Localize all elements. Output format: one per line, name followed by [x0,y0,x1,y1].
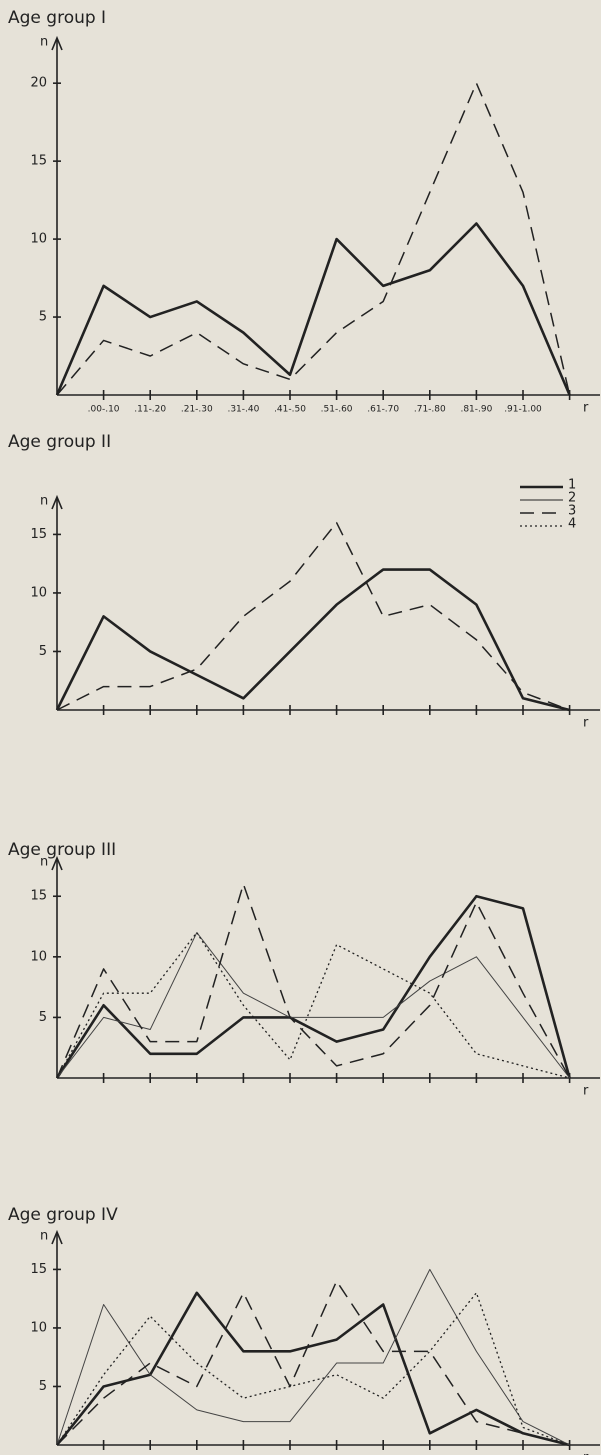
legend-label: 3 [568,504,576,519]
x-tick-label: .51-.60 [321,405,353,415]
y-tick-label: 15 [30,1262,47,1277]
series-line [55,1291,570,1447]
y-tick-label: 15 [30,154,47,169]
y-axis-arrow [51,35,63,51]
x-tick-label: .81-.90 [460,405,492,415]
chart-title: Age group II [8,432,111,452]
y-axis-arrow [51,855,63,871]
y-tick-label: 15 [30,527,47,542]
y-axis-label: n [40,35,48,50]
y-tick-label: 10 [30,1320,47,1335]
y-tick-label: 5 [39,1379,47,1394]
y-tick-label: 5 [39,644,47,659]
x-axis-label: r [583,1451,589,1455]
series-line [56,82,571,396]
y-axis-label: n [40,1229,48,1244]
series-line [55,568,570,712]
chart-title: Age group IV [8,1205,118,1225]
x-tick-label: .61-.70 [367,405,399,415]
x-tick-label: .21-.30 [181,405,213,415]
series-line [56,931,570,1079]
y-axis-arrow [51,494,63,510]
y-axis-arrow [51,1229,63,1245]
legend-label: 4 [568,517,576,532]
legend-label: 2 [568,491,576,506]
chart-title: Age group I [8,8,106,28]
y-axis-label: n [40,855,48,870]
x-tick-label: .41-.50 [274,405,306,415]
x-axis-label: r [583,401,589,416]
x-tick-label: .31-.40 [227,405,259,415]
x-tick-label: .11-.20 [134,405,166,415]
y-tick-label: 20 [30,76,47,91]
series-line [56,883,571,1079]
y-tick-label: 5 [39,1010,47,1025]
series-line [56,932,570,1079]
chart-title: Age group III [8,840,116,860]
y-tick-label: 10 [30,585,47,600]
y-tick-label: 10 [30,232,47,247]
y-tick-label: 15 [30,889,47,904]
series-line [55,894,571,1079]
x-axis-label: r [583,716,589,731]
series-line [56,1292,570,1446]
y-tick-label: 5 [39,310,47,325]
series-line [56,1280,570,1446]
x-tick-label: .00-.10 [88,405,120,415]
series-line [56,1268,570,1446]
series-line [55,222,571,396]
x-tick-label: .71-.80 [414,405,446,415]
legend-label: 1 [568,478,576,493]
y-tick-label: 10 [30,949,47,964]
y-axis-label: n [40,494,48,509]
x-tick-label: .91-1.00 [504,405,542,415]
series-line [56,521,570,711]
x-axis-label: r [583,1084,589,1099]
